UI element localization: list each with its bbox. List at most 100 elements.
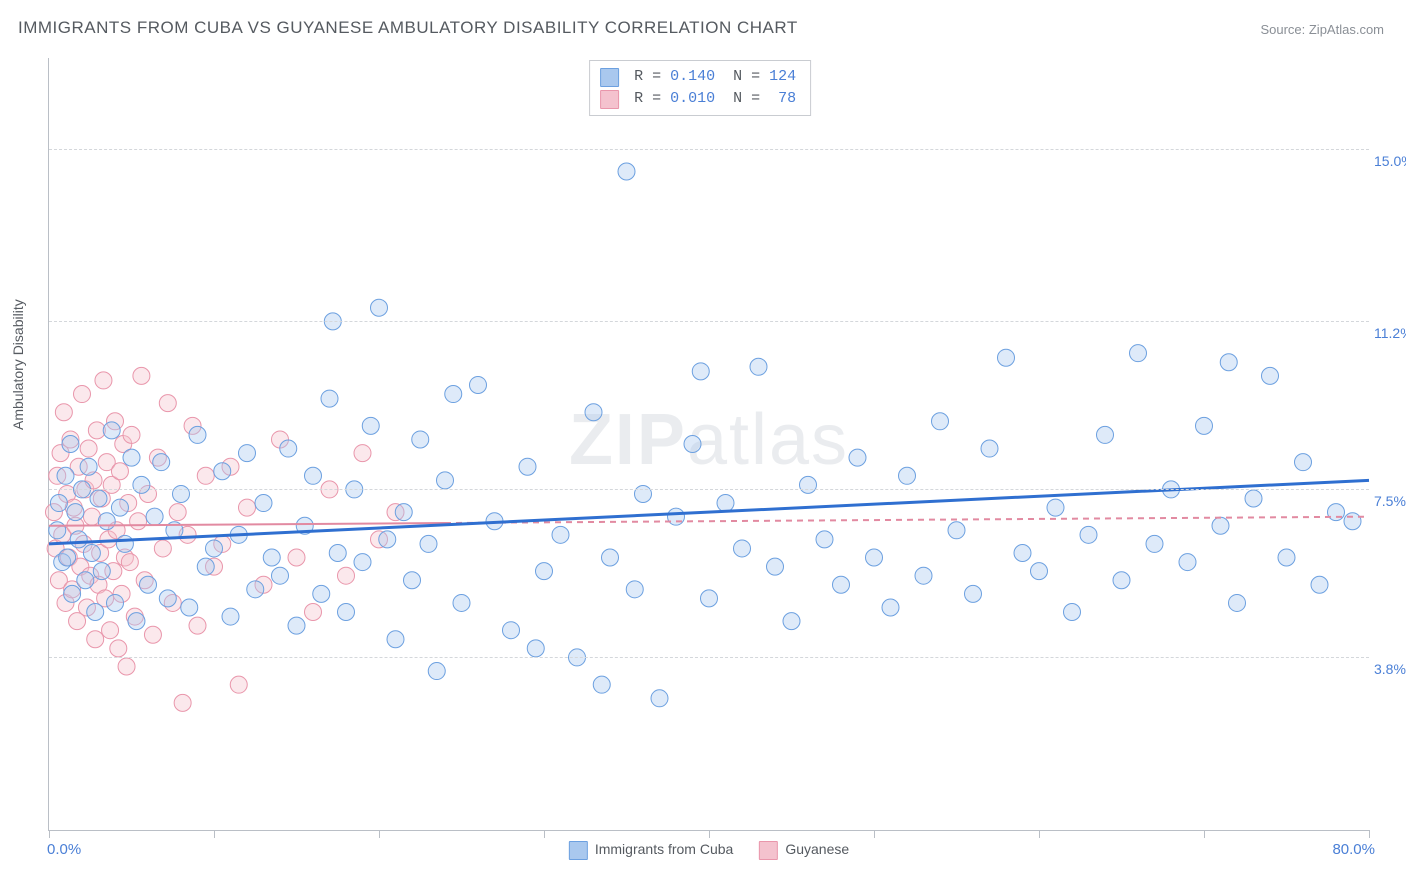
data-point xyxy=(103,422,120,439)
stats-row-cuba: R = 0.140 N = 124 xyxy=(600,66,796,88)
data-point xyxy=(118,658,135,675)
x-tick xyxy=(49,830,50,838)
x-min-label: 0.0% xyxy=(47,841,81,858)
data-point xyxy=(767,558,784,575)
data-point xyxy=(428,663,445,680)
data-point xyxy=(102,622,119,639)
data-point xyxy=(354,554,371,571)
data-point xyxy=(110,640,127,657)
data-point xyxy=(329,544,346,561)
data-point xyxy=(95,372,112,389)
data-point xyxy=(899,467,916,484)
data-point xyxy=(618,163,635,180)
data-point xyxy=(57,467,74,484)
data-point xyxy=(87,604,104,621)
data-point xyxy=(159,590,176,607)
data-point xyxy=(305,604,322,621)
legend-item-guyanese: Guyanese xyxy=(759,841,849,860)
gridline xyxy=(49,657,1369,658)
data-point xyxy=(1262,367,1279,384)
legend-item-cuba: Immigrants from Cuba xyxy=(569,841,733,860)
data-point xyxy=(585,404,602,421)
legend-swatch-cuba xyxy=(600,68,619,87)
data-point xyxy=(1328,504,1345,521)
data-point xyxy=(130,513,147,530)
data-point xyxy=(128,613,145,630)
data-point xyxy=(272,567,289,584)
data-point xyxy=(70,531,87,548)
data-point xyxy=(701,590,718,607)
data-point xyxy=(338,604,355,621)
legend-swatch-guyanese xyxy=(600,90,619,109)
data-point xyxy=(404,572,421,589)
x-tick xyxy=(874,830,875,838)
data-point xyxy=(692,363,709,380)
data-point xyxy=(80,440,97,457)
data-point xyxy=(602,549,619,566)
data-point xyxy=(173,485,190,502)
data-point xyxy=(1097,426,1114,443)
data-point xyxy=(50,495,67,512)
data-point xyxy=(437,472,454,489)
data-point xyxy=(1245,490,1262,507)
data-point xyxy=(313,585,330,602)
data-point xyxy=(239,445,256,462)
data-point xyxy=(668,508,685,525)
data-point xyxy=(379,531,396,548)
data-point xyxy=(684,436,701,453)
data-point xyxy=(1014,544,1031,561)
data-point xyxy=(1229,594,1246,611)
data-point xyxy=(519,458,536,475)
data-point xyxy=(1146,535,1163,552)
data-point xyxy=(74,386,91,403)
data-point xyxy=(998,349,1015,366)
data-point xyxy=(174,694,191,711)
data-point xyxy=(1113,572,1130,589)
data-point xyxy=(214,463,231,480)
legend-swatch-cuba-2 xyxy=(569,841,588,860)
data-point xyxy=(1278,549,1295,566)
gridline xyxy=(49,321,1369,322)
legend-swatch-guyanese-2 xyxy=(759,841,778,860)
data-point xyxy=(1064,604,1081,621)
data-point xyxy=(169,504,186,521)
data-point xyxy=(98,513,115,530)
data-point xyxy=(1047,499,1064,516)
gridline xyxy=(49,489,1369,490)
data-point xyxy=(146,508,163,525)
data-point xyxy=(107,594,124,611)
data-point xyxy=(116,535,133,552)
data-point xyxy=(445,386,462,403)
scatter-svg xyxy=(49,58,1369,830)
data-point xyxy=(1031,563,1048,580)
data-point xyxy=(239,499,256,516)
data-point xyxy=(83,544,100,561)
data-point xyxy=(67,504,84,521)
data-point xyxy=(80,458,97,475)
data-point xyxy=(189,617,206,634)
data-point xyxy=(62,436,79,453)
y-axis-label: Ambulatory Disability xyxy=(10,299,26,430)
data-point xyxy=(800,476,817,493)
data-point xyxy=(123,426,140,443)
data-point xyxy=(87,631,104,648)
data-point xyxy=(305,467,322,484)
data-point xyxy=(536,563,553,580)
data-point xyxy=(651,690,668,707)
data-point xyxy=(849,449,866,466)
data-point xyxy=(965,585,982,602)
stats-legend: R = 0.140 N = 124 R = 0.010 N = 78 xyxy=(589,60,811,116)
data-point xyxy=(750,358,767,375)
data-point xyxy=(197,467,214,484)
data-point xyxy=(111,499,128,516)
data-point xyxy=(1080,526,1097,543)
data-point xyxy=(354,445,371,462)
data-point xyxy=(915,567,932,584)
data-point xyxy=(866,549,883,566)
data-point xyxy=(64,585,81,602)
data-point xyxy=(734,540,751,557)
data-point xyxy=(412,431,429,448)
x-max-label: 80.0% xyxy=(1332,841,1375,858)
data-point xyxy=(1344,513,1361,530)
data-point xyxy=(140,576,157,593)
